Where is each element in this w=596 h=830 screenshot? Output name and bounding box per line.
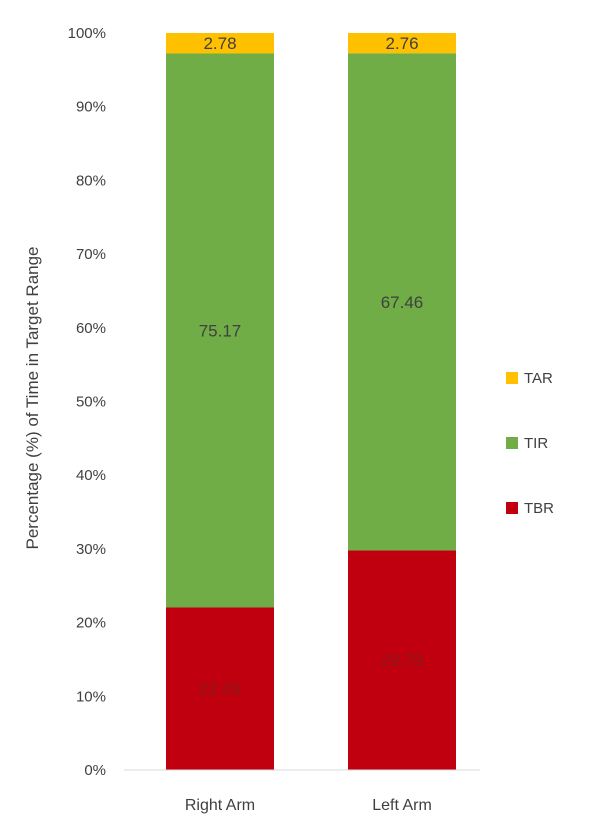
bar-segment-tar-left-arm [348,33,456,54]
legend-label-tir: TIR [524,435,548,452]
y-tick-label: 30% [76,541,106,558]
data-label-tbr: 29.79 [381,651,424,670]
category-labels: Right Arm Left Arm [185,797,432,814]
data-label-tir: 75.17 [199,321,242,340]
bar-segment-tbr-left-arm [348,550,456,770]
y-tick-label: 90% [76,99,106,116]
data-label-tar: 2.76 [385,34,418,53]
legend: TAR TIR TBR [506,370,554,517]
y-tick-label: 70% [76,246,106,263]
bar-segment-tir-right-arm [166,53,274,608]
y-tick-label: 100% [68,25,106,42]
y-axis-title: Percentage (%) of Time in Target Range [23,246,42,549]
legend-label-tar: TAR [524,370,553,387]
bar-segment-tir-left-arm [348,53,456,551]
data-label-tar: 2.78 [203,34,236,53]
y-axis-ticks: 0% 10% 20% 30% 40% 50% 60% 70% 80% 90% 100% [68,25,106,779]
y-tick-label: 80% [76,172,106,189]
x-category-label: Right Arm [185,797,255,814]
bars: 22.05 75.17 2.78 29.79 67.46 2.76 [166,33,456,770]
y-tick-label: 50% [76,394,106,411]
y-tick-label: 40% [76,467,106,484]
legend-label-tbr: TBR [524,500,554,517]
data-label-tir: 67.46 [381,293,424,312]
y-tick-label: 0% [84,762,106,779]
legend-swatch-tir [506,437,518,449]
y-tick-label: 60% [76,320,106,337]
y-tick-label: 10% [76,688,106,705]
legend-swatch-tbr [506,502,518,514]
data-label-tbr: 22.05 [199,680,242,699]
y-tick-label: 20% [76,615,106,632]
legend-swatch-tar [506,372,518,384]
x-category-label: Left Arm [372,797,432,814]
bar-segment-tbr-right-arm [166,607,274,770]
y-axis-title-group: Percentage (%) of Time in Target Range [23,246,42,549]
bar-segment-tar-right-arm [166,33,274,54]
